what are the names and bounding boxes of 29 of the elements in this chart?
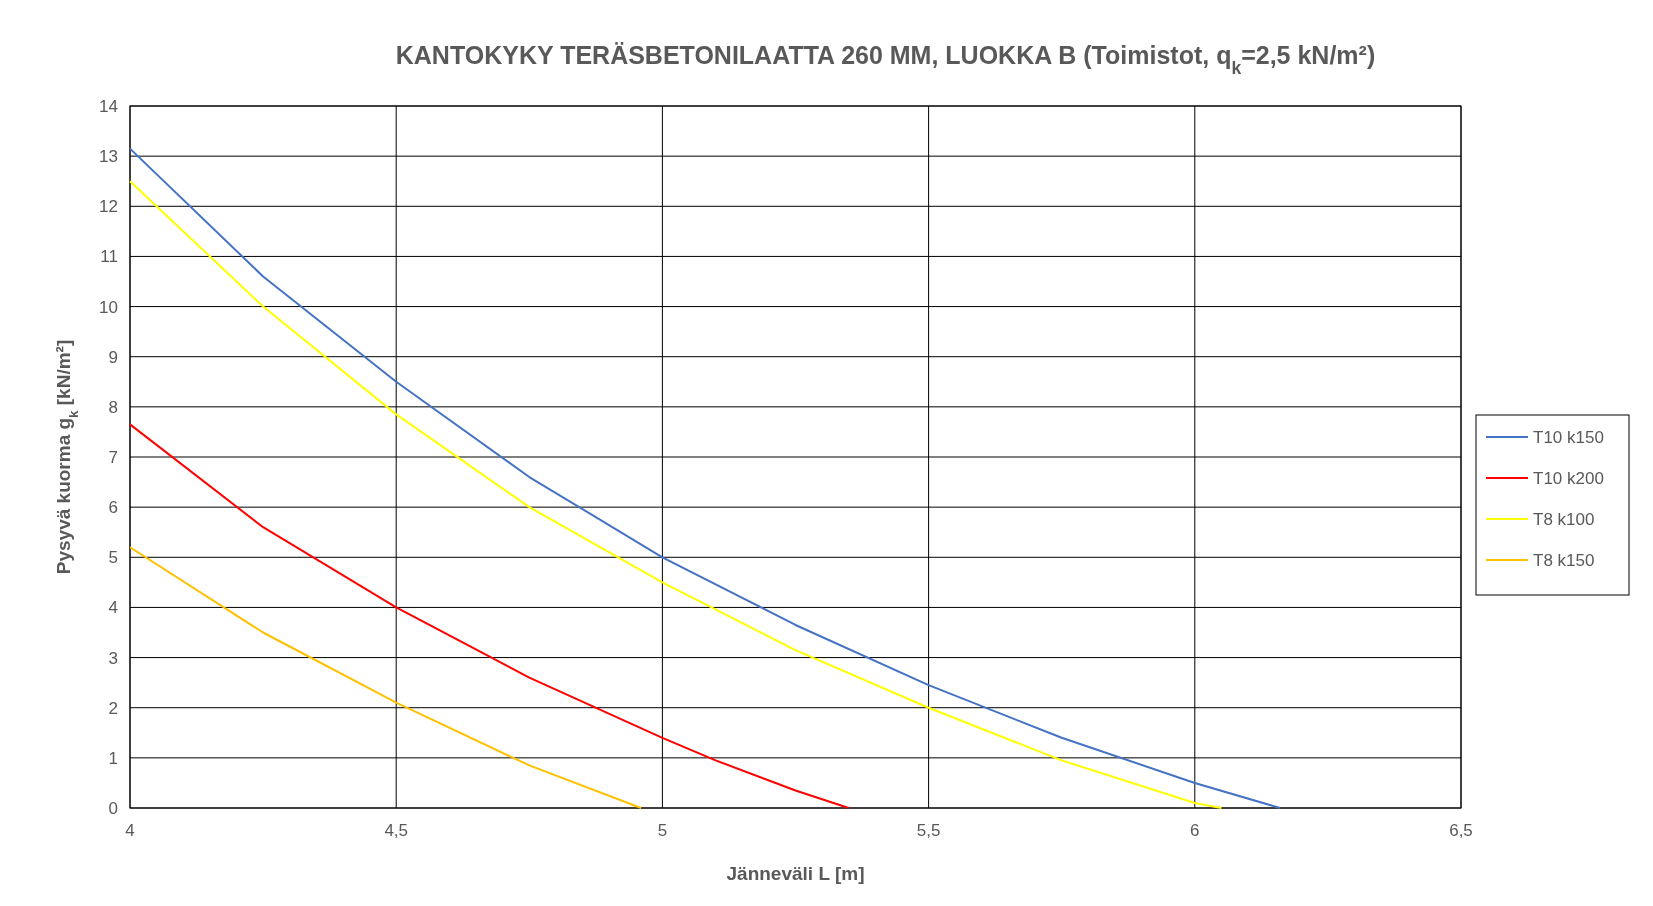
y-tick-label: 14 (99, 96, 118, 116)
legend-label: T8 k100 (1533, 509, 1595, 529)
y-tick-label: 9 (108, 347, 118, 367)
y-tick-label: 5 (108, 548, 118, 568)
y-tick-label: 10 (99, 297, 118, 317)
legend-label: T10 k200 (1533, 468, 1604, 488)
y-tick-label: 8 (108, 397, 118, 417)
legend-label: T10 k150 (1533, 427, 1604, 447)
y-tick-label: 3 (108, 648, 118, 668)
y-tick-label: 7 (108, 447, 118, 467)
x-tick-label: 6,5 (1449, 821, 1473, 840)
y-tick-label: 0 (108, 798, 118, 818)
line-series (129, 423, 850, 809)
x-tick-label: 5,5 (916, 821, 941, 840)
x-axis-title: Jänneväli L [m] (726, 863, 865, 884)
y-tick-label: 4 (108, 598, 118, 618)
y-tick-label: 12 (99, 197, 118, 217)
y-tick-label: 11 (100, 247, 118, 267)
x-tick-label: 4 (125, 821, 135, 840)
y-tick-label: 13 (99, 147, 118, 167)
line-series (129, 546, 643, 809)
y-tick-label: 6 (108, 498, 118, 518)
x-tick-label: 5 (657, 821, 668, 840)
y-tick-label: 1 (108, 748, 118, 768)
y-tick-label: 2 (108, 698, 118, 718)
legend-label: T8 k150 (1533, 550, 1595, 570)
x-tick-label: 6 (1190, 821, 1200, 840)
x-tick-label: 4,5 (384, 821, 409, 840)
chart-title: KANTOKYKY TERÄSBETONILAATTA 260 MM, LUOKKA B (Toimistot, q$_{k}$=2,5 kN/m²) (395, 41, 1376, 78)
